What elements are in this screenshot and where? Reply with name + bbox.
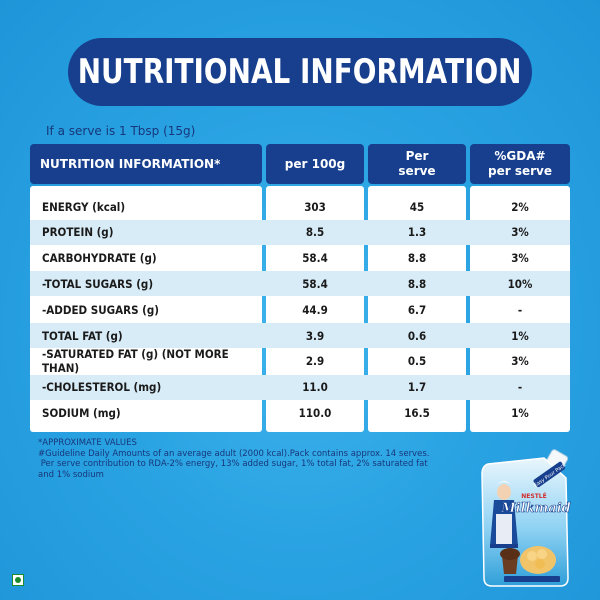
row-per-100g: 3.9 bbox=[305, 328, 325, 343]
row-per-100g: 110.0 bbox=[298, 405, 332, 420]
row-gda: 3% bbox=[511, 225, 529, 240]
header-per-100g: per 100g bbox=[266, 144, 364, 184]
header-gda-line1: %GDA# bbox=[494, 149, 546, 163]
footnote-rda: Per serve contribution to RDA-2% energy,… bbox=[38, 459, 428, 469]
row-per-serve: 0.5 bbox=[407, 354, 427, 369]
row-label: -TOTAL SUGARS (g) bbox=[42, 276, 154, 291]
row-gda: 1% bbox=[511, 405, 529, 420]
row-per-100g: 2.9 bbox=[305, 354, 325, 369]
vegetarian-mark-icon bbox=[12, 574, 24, 586]
title-banner: NUTRITIONAL INFORMATION bbox=[68, 38, 532, 106]
row-per-100g: 58.4 bbox=[302, 276, 328, 291]
row-per-serve: 1.3 bbox=[407, 225, 427, 240]
table-row-band bbox=[30, 219, 570, 245]
row-per-serve: 0.6 bbox=[407, 328, 427, 343]
row-label: TOTAL FAT (g) bbox=[42, 328, 123, 343]
product-pouch-image: Easy Pour Pack NESTLÉ Milkmaid bbox=[470, 448, 580, 590]
row-gda: 3% bbox=[511, 354, 529, 369]
row-label: PROTEIN (g) bbox=[42, 225, 114, 240]
header-per-serve-line1: Per bbox=[405, 149, 429, 163]
row-per-serve: 1.7 bbox=[407, 380, 427, 395]
row-per-serve: 8.8 bbox=[407, 251, 427, 266]
footnotes: *APPROXIMATE VALUES #Guideline Daily Amo… bbox=[38, 438, 438, 480]
row-per-100g: 8.5 bbox=[305, 225, 325, 240]
row-label: ENERGY (kcal) bbox=[42, 199, 126, 214]
row-label: -CHOLESTEROL (mg) bbox=[42, 380, 162, 395]
header-per-serve: Per serve bbox=[368, 144, 466, 184]
header-gda-line2: per serve bbox=[488, 164, 552, 178]
header-gda-per-serve: %GDA# per serve bbox=[470, 144, 570, 184]
row-per-100g: 303 bbox=[304, 199, 326, 214]
row-per-serve: 6.7 bbox=[407, 302, 427, 317]
table-row-band bbox=[30, 271, 570, 297]
pouch-brand: NESTLÉ bbox=[521, 492, 546, 500]
row-gda: - bbox=[517, 380, 523, 395]
row-gda: 1% bbox=[511, 328, 529, 343]
row-per-100g: 58.4 bbox=[302, 251, 328, 266]
footnote-sodium: and 1% sodium bbox=[38, 469, 104, 480]
page-title: NUTRITIONAL INFORMATION bbox=[78, 52, 522, 92]
row-label: SODIUM (mg) bbox=[42, 405, 121, 420]
row-gda: 10% bbox=[507, 276, 533, 291]
condensed-milk-pouch-icon: Easy Pour Pack NESTLÉ Milkmaid bbox=[481, 449, 571, 587]
row-per-serve: 45 bbox=[409, 199, 425, 214]
row-gda: 3% bbox=[511, 251, 529, 266]
row-label: -ADDED SUGARS (g) bbox=[42, 302, 159, 317]
row-per-100g: 11.0 bbox=[302, 380, 328, 395]
row-per-100g: 44.9 bbox=[302, 302, 328, 317]
table-row-band bbox=[30, 374, 570, 400]
row-label: -SATURATED FAT (g) (NOT MORE THAN) bbox=[42, 347, 229, 376]
row-gda: 2% bbox=[511, 199, 529, 214]
table-row-band bbox=[30, 323, 570, 348]
header-per-serve-line2: serve bbox=[398, 164, 436, 178]
footnote-gda: #Guideline Daily Amounts of an average a… bbox=[38, 448, 430, 459]
pouch-product-name: Milkmaid bbox=[500, 501, 570, 516]
row-gda: - bbox=[517, 302, 523, 317]
header-nutrition-information: NUTRITION INFORMATION* bbox=[30, 144, 262, 184]
row-label: CARBOHYDRATE (g) bbox=[42, 251, 157, 266]
row-per-serve: 8.8 bbox=[407, 276, 427, 291]
serve-note: If a serve is 1 Tbsp (15g) bbox=[46, 124, 196, 138]
footnote-approx: *APPROXIMATE VALUES bbox=[38, 438, 137, 448]
row-per-serve: 16.5 bbox=[404, 405, 430, 420]
